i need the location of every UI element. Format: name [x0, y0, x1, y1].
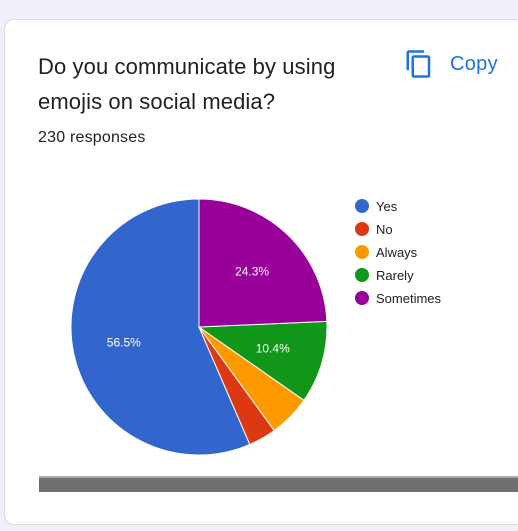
legend-item-sometimes: Sometimes: [355, 291, 442, 306]
legend-swatch-no: [355, 222, 369, 236]
legend-label-rarely: Rarely: [376, 268, 414, 283]
question-title: Do you communicate by using emojis on so…: [38, 54, 336, 114]
legend-item-rarely: Rarely: [355, 268, 414, 283]
legend-swatch-yes: [355, 199, 369, 213]
pie-slice-rarely[interactable]: [197, 320, 328, 401]
legend-label-always: Always: [376, 245, 418, 260]
slice-label-rarely: 10.4%: [256, 341, 290, 355]
response-count: 230 responses: [38, 129, 146, 146]
legend-swatch-always: [355, 245, 369, 259]
slice-labels: 56.5% 10.4% 24.3%: [107, 265, 290, 356]
legend-swatch-rarely: [355, 268, 369, 282]
slice-label-sometimes: 24.3%: [235, 265, 269, 279]
legend-item-always: Always: [355, 245, 418, 260]
pie-slice-yes[interactable]: [70, 198, 251, 456]
legend-swatch-sometimes: [355, 291, 369, 305]
legend-label-sometimes: Sometimes: [376, 291, 442, 306]
legend-label-no: No: [376, 222, 393, 237]
legend-item-no: No: [355, 222, 393, 237]
slice-label-yes: 56.5%: [107, 336, 141, 350]
copy-icon: [406, 50, 431, 78]
pie-slice-sometimes[interactable]: [198, 198, 328, 328]
pie-slices: [70, 198, 328, 456]
chart-legend: Yes No Always Rarely Sometimes: [355, 199, 442, 306]
legend-item-yes: Yes: [355, 199, 398, 214]
horizontal-scrollbar[interactable]: [39, 476, 518, 492]
legend-label-yes: Yes: [376, 199, 398, 214]
copy-label: Copy: [450, 52, 498, 75]
copy-button[interactable]: Copy: [404, 46, 498, 82]
